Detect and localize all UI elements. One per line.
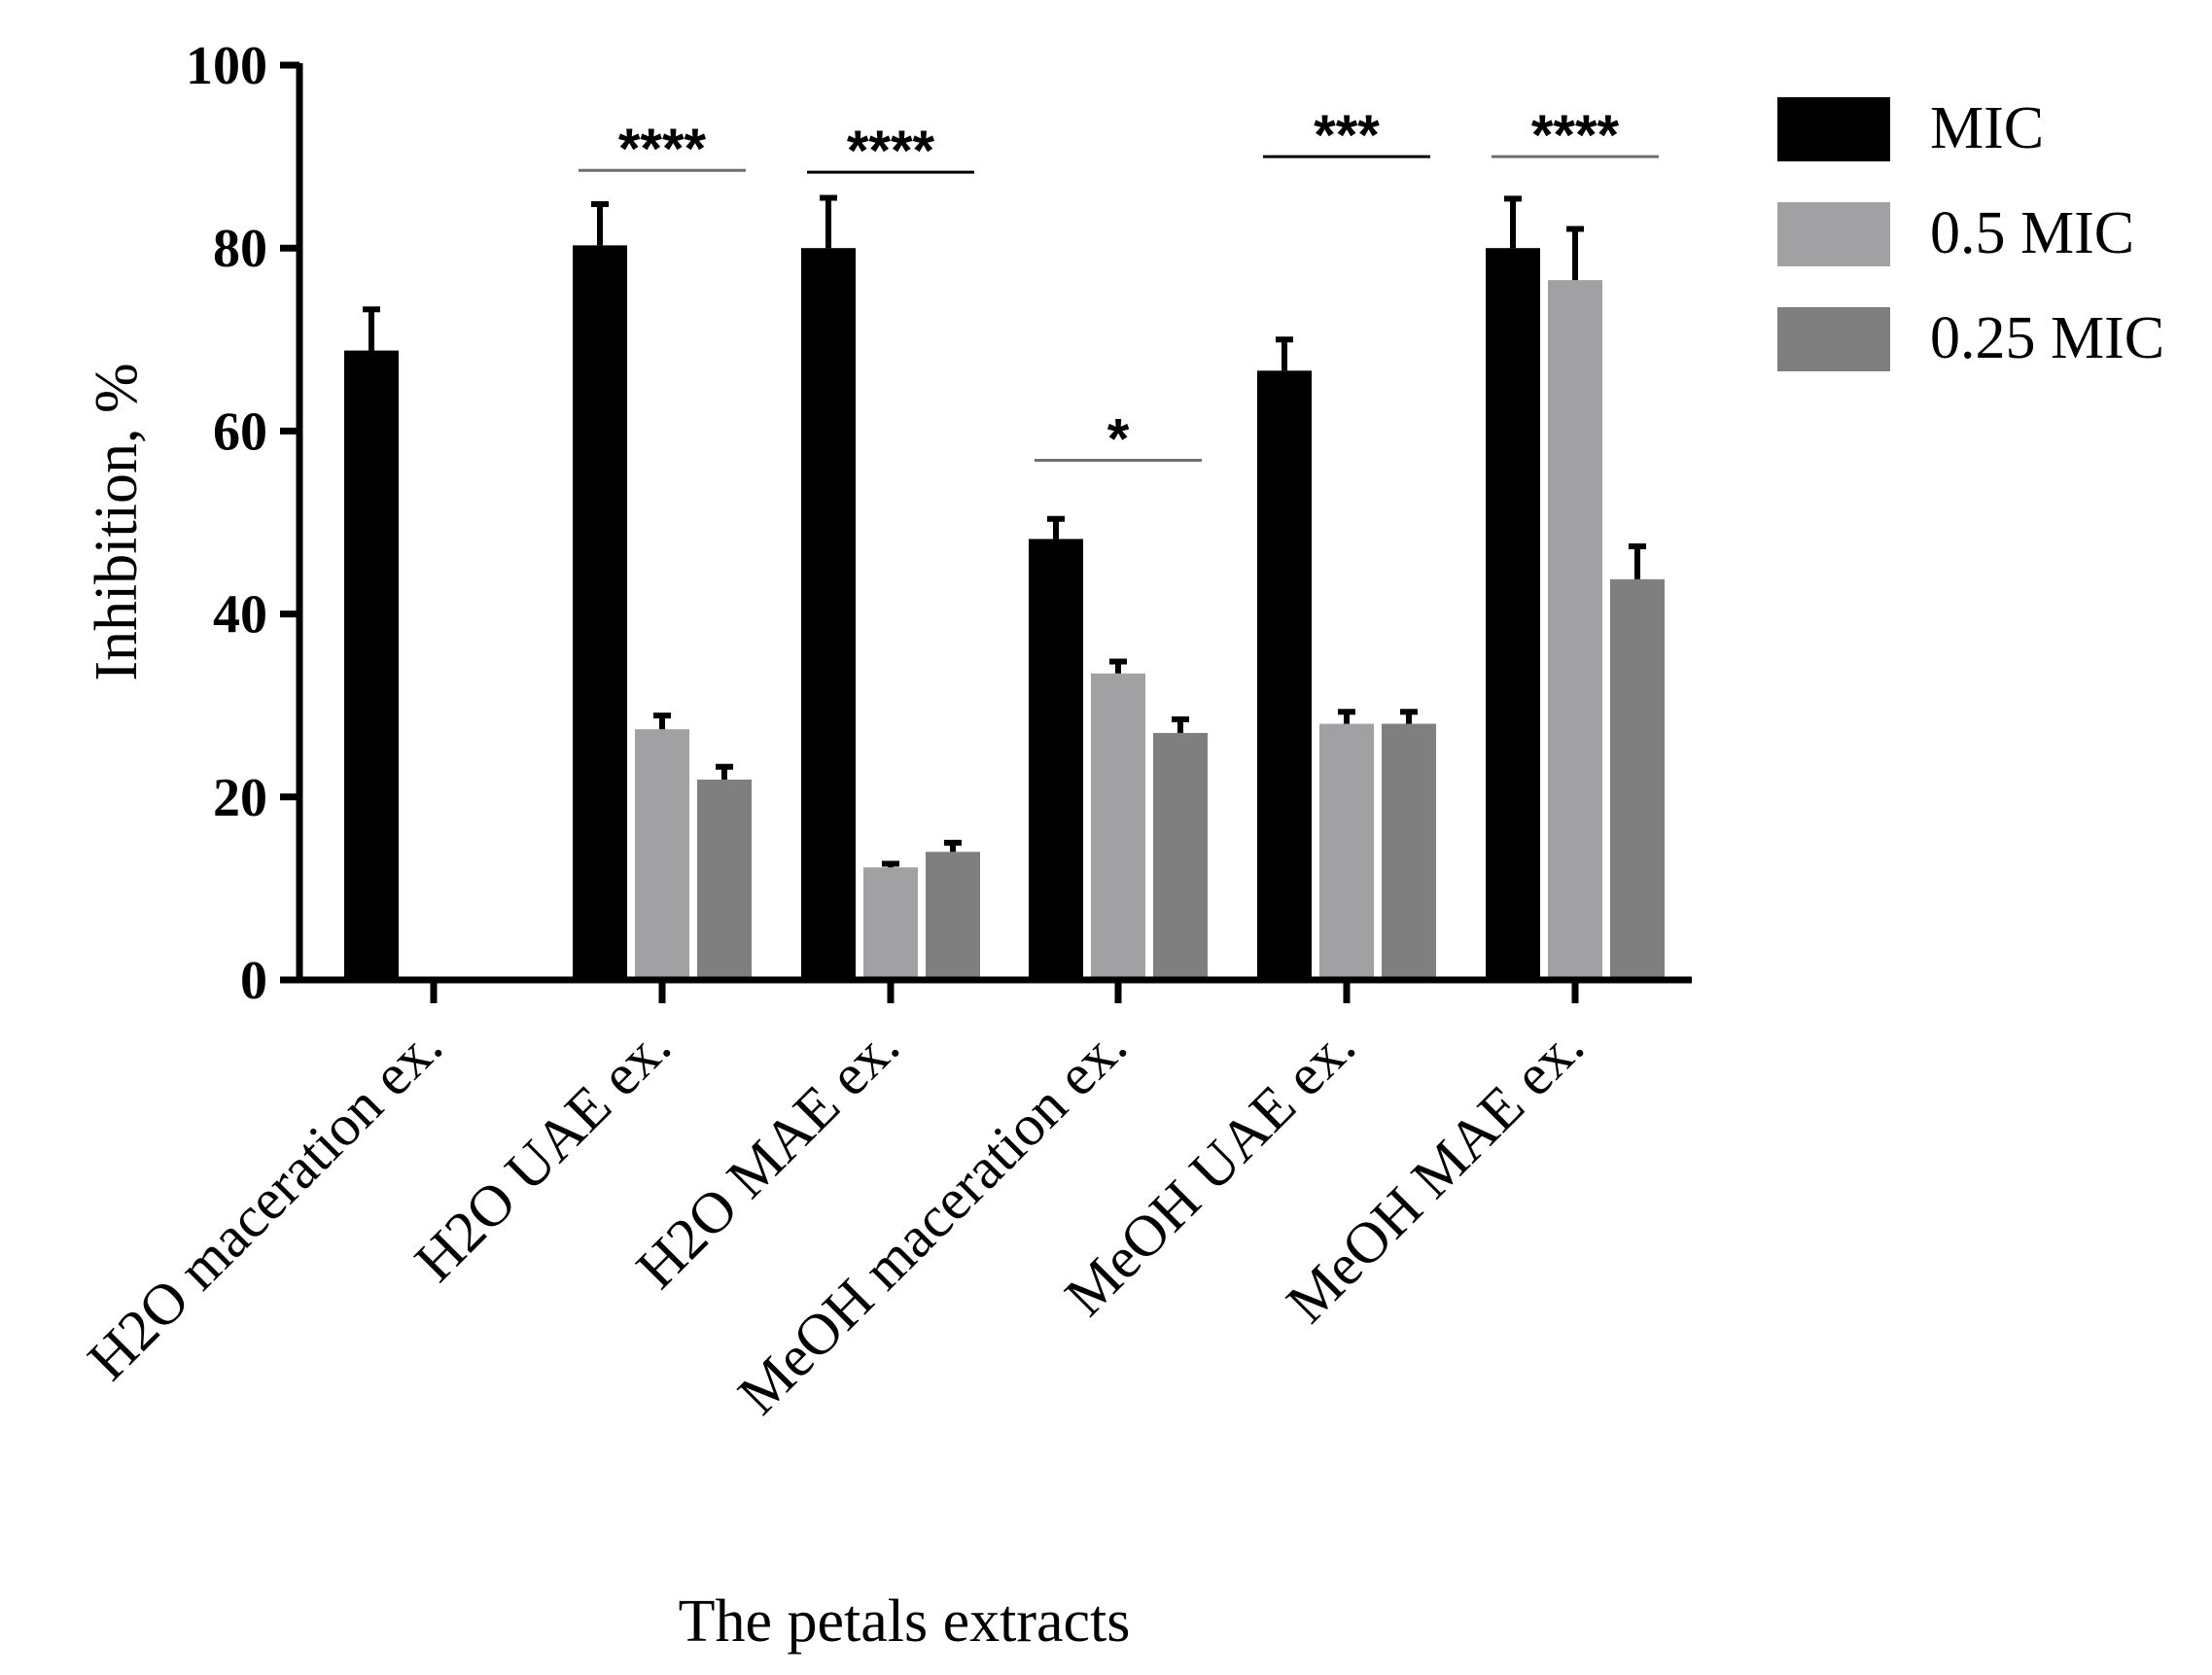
y-tick-label-0: 0: [240, 951, 267, 1011]
error-bars-layer: [363, 194, 1646, 868]
bar-meoh-mae-ex-mic: [1486, 248, 1540, 980]
significance-label-h2o-mae-ex: ****: [847, 120, 935, 183]
y-axis-title: Inhibition, %: [84, 363, 150, 680]
bar-meoh-mae-ex-0-5-mic: [1548, 280, 1602, 980]
x-tick-label-meoh-maceration-ex: MeOH maceration ex.: [725, 1014, 1139, 1427]
legend-swatch-0-5-mic: [1777, 202, 1890, 266]
bar-h2o-maceration-ex-mic: [344, 350, 399, 980]
legend-label-mic: MIC: [1930, 95, 2044, 161]
legend-swatch-mic: [1777, 97, 1890, 161]
y-tick-label-80: 80: [213, 219, 267, 279]
bar-meoh-maceration-ex-mic: [1029, 539, 1083, 980]
bar-meoh-uae-ex-0-25-mic: [1382, 723, 1436, 980]
y-tick-label-20: 20: [213, 768, 267, 828]
significance-label-h2o-uae-ex: ****: [618, 118, 707, 181]
y-ticks-layer: 0 20 40 60 80 100: [186, 36, 299, 1011]
legend-label-0-5-mic: 0.5 MIC: [1930, 200, 2134, 266]
x-axis-title: The petals extracts: [679, 1588, 1131, 1655]
x-ticks-layer: H2O maceration ex.H2O UAE ex.H2O MAE ex.…: [76, 980, 1596, 1426]
legend-label-0-25-mic: 0.25 MIC: [1930, 305, 2164, 371]
bar-h2o-uae-ex-0-5-mic: [635, 729, 689, 980]
y-tick-label-40: 40: [213, 585, 267, 646]
y-tick-label-60: 60: [213, 401, 267, 462]
bar-h2o-uae-ex-mic: [573, 245, 627, 980]
x-tick-label-h2o-maceration-ex: H2O maceration ex.: [76, 1014, 454, 1392]
bar-h2o-mae-ex-0-25-mic: [926, 852, 980, 980]
bars-layer: [344, 245, 1665, 980]
bar-meoh-maceration-ex-0-25-mic: [1153, 732, 1208, 980]
significance-label-meoh-mae-ex: ****: [1531, 104, 1620, 167]
significance-label-meoh-uae-ex: ***: [1314, 104, 1380, 167]
bar-meoh-mae-ex-0-25-mic: [1610, 578, 1665, 980]
significance-layer: **** ******** ****: [579, 104, 1659, 471]
bar-meoh-uae-ex-mic: [1257, 370, 1312, 980]
legend-swatch-0-25-mic: [1777, 307, 1890, 371]
legend: MIC 0.5 MIC 0.25 MIC: [1777, 95, 2164, 371]
significance-label-meoh-maceration-ex: *: [1107, 408, 1130, 471]
y-tick-label-100: 100: [186, 36, 267, 96]
bar-h2o-mae-ex-0-5-mic: [863, 867, 918, 980]
bar-meoh-uae-ex-0-5-mic: [1319, 723, 1374, 980]
bar-meoh-maceration-ex-0-5-mic: [1091, 673, 1145, 980]
bar-h2o-mae-ex-mic: [801, 248, 856, 980]
bar-h2o-uae-ex-0-25-mic: [697, 779, 752, 980]
axes-layer: [296, 63, 1692, 984]
